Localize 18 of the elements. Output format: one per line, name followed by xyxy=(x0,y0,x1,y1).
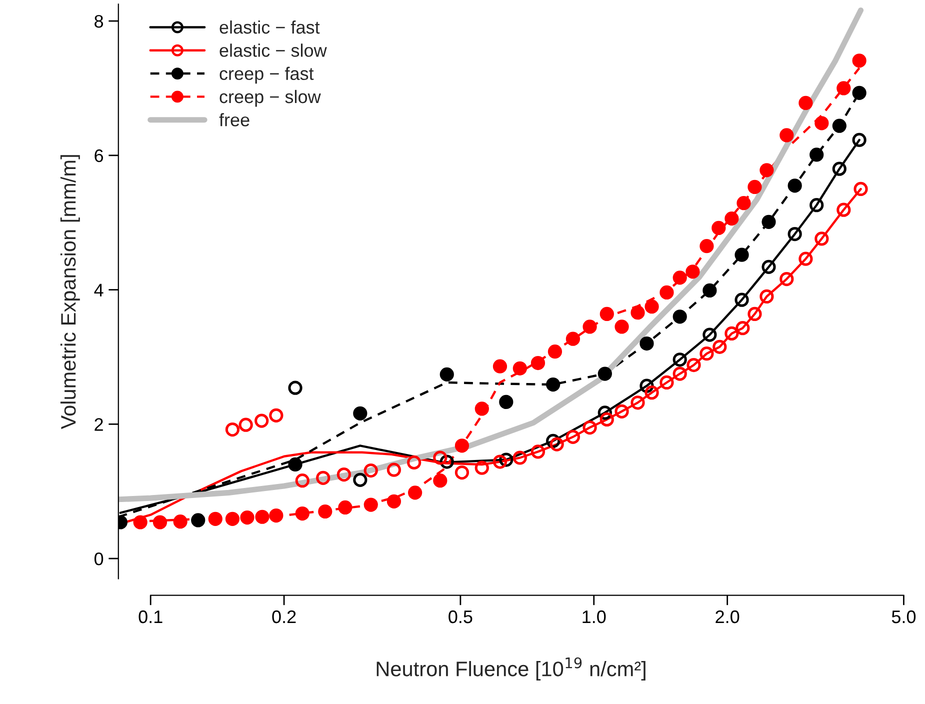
y-tick-label: 2 xyxy=(94,418,103,431)
legend-label: free xyxy=(219,113,250,126)
legend-label: elastic − fast xyxy=(220,20,320,34)
y-tick-label: 6 xyxy=(94,149,104,162)
legend-label: creep − fast xyxy=(220,66,314,84)
x-axis-title: Neutron Fluence [10$^{19}$ n/cm²] xyxy=(376,657,646,680)
x-tick-label: 5.0 xyxy=(892,610,916,624)
legend-label: elastic − slow xyxy=(220,44,327,57)
y-tick-label: 4 xyxy=(94,284,104,296)
x-tick-label: 0.5 xyxy=(448,610,472,624)
x-tick-label: 1.0 xyxy=(582,610,606,624)
x-tick-label: 0.2 xyxy=(272,610,296,624)
x-tick-label: 0.1 xyxy=(138,610,162,624)
legend-label: creep − slow xyxy=(220,90,321,107)
y-tick-label: 0 xyxy=(94,552,104,566)
y-tick-label: 8 xyxy=(94,14,104,28)
y-axis-title: Volumetric Expansion [mm/m] xyxy=(60,155,80,430)
x-tick-label: 2.0 xyxy=(716,610,740,624)
